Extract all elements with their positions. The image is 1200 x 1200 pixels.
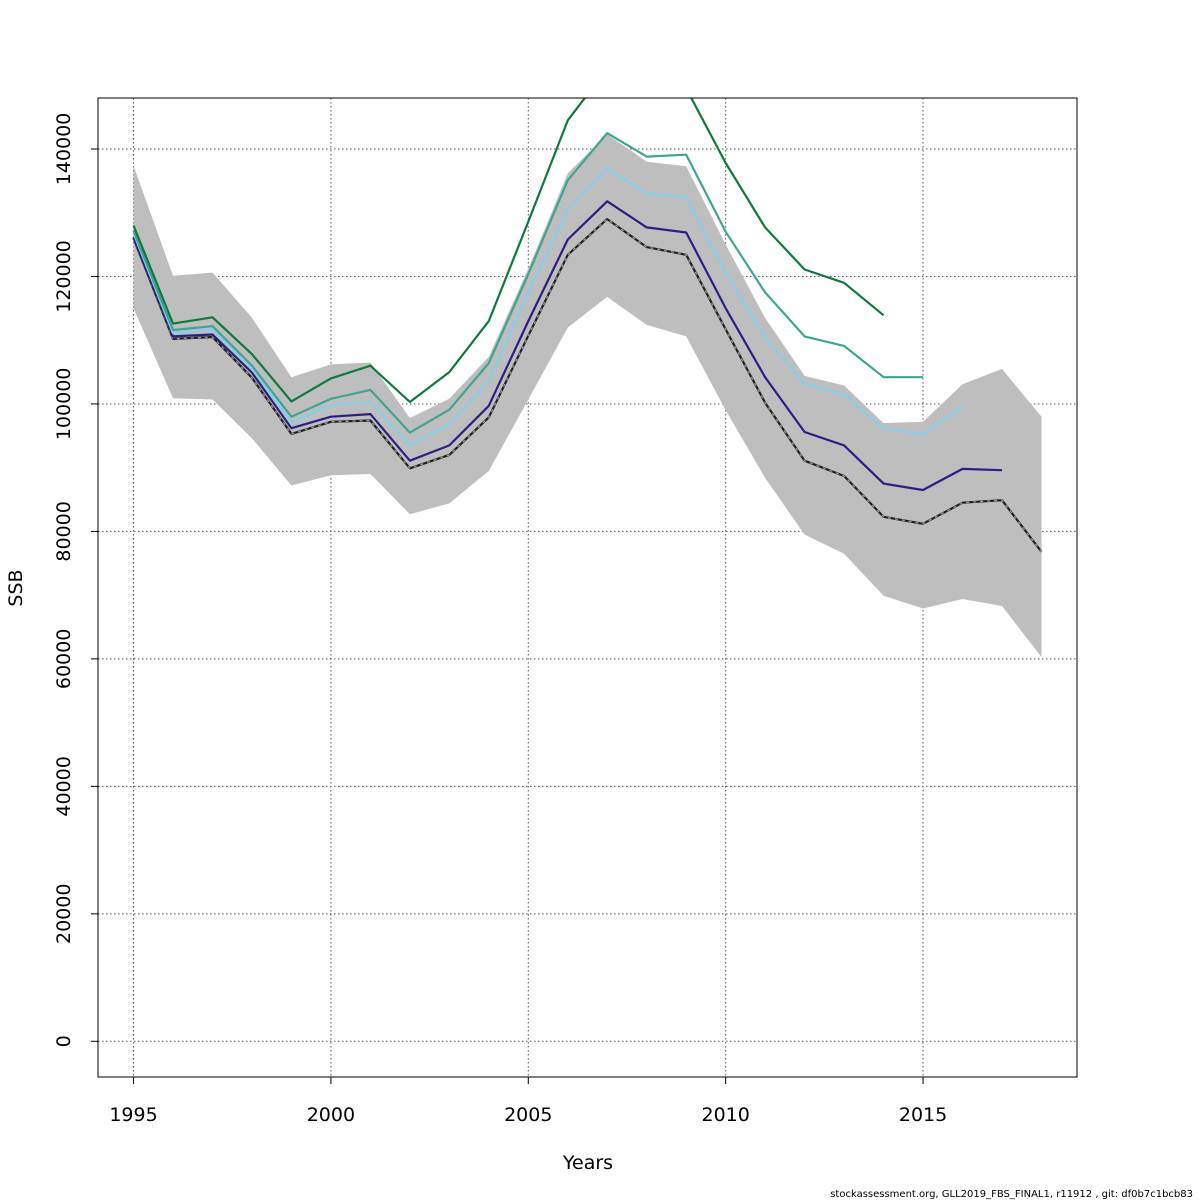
x-axis: 1995 2000 2005 2010 2015 — [109, 1077, 947, 1126]
x-axis-title: Years — [562, 1152, 613, 1174]
series-line-2 — [132, 200, 1003, 492]
x-tick-label: 2010 — [701, 1104, 749, 1126]
footer-note: stockassessment.org, GLL2019_FBS_FINAL1,… — [830, 1189, 1193, 1200]
series-line-5 — [132, 98, 885, 404]
x-tick-label: 2015 — [899, 1104, 947, 1126]
plot-frame — [97, 97, 1078, 1078]
x-tick-label: 2000 — [307, 1104, 355, 1126]
confidence-band-layer — [133, 134, 1042, 658]
y-axis-title: SSB — [5, 569, 27, 606]
y-tick-label: 120000 — [53, 240, 75, 313]
confidence-band — [133, 134, 1042, 658]
y-tick-label: 60000 — [53, 629, 75, 689]
series-line-3 — [132, 167, 964, 447]
y-tick-label: 80000 — [53, 501, 75, 561]
y-axis: 0 20000 40000 60000 80000 100000 120000 140000 — [53, 113, 98, 1047]
y-tick-label: 140000 — [53, 113, 75, 186]
x-tick-label: 1995 — [109, 1104, 157, 1126]
series-line-4 — [132, 132, 923, 434]
series-layer — [132, 98, 1043, 553]
x-tick-label: 2005 — [504, 1104, 552, 1126]
y-tick-label: 40000 — [53, 756, 75, 816]
series-line-1-dash-overlay — [132, 218, 1043, 553]
y-tick-label: 20000 — [53, 884, 75, 944]
plot-area — [132, 98, 1043, 658]
y-tick-label: 100000 — [53, 368, 75, 441]
y-tick-label: 0 — [53, 1035, 75, 1047]
